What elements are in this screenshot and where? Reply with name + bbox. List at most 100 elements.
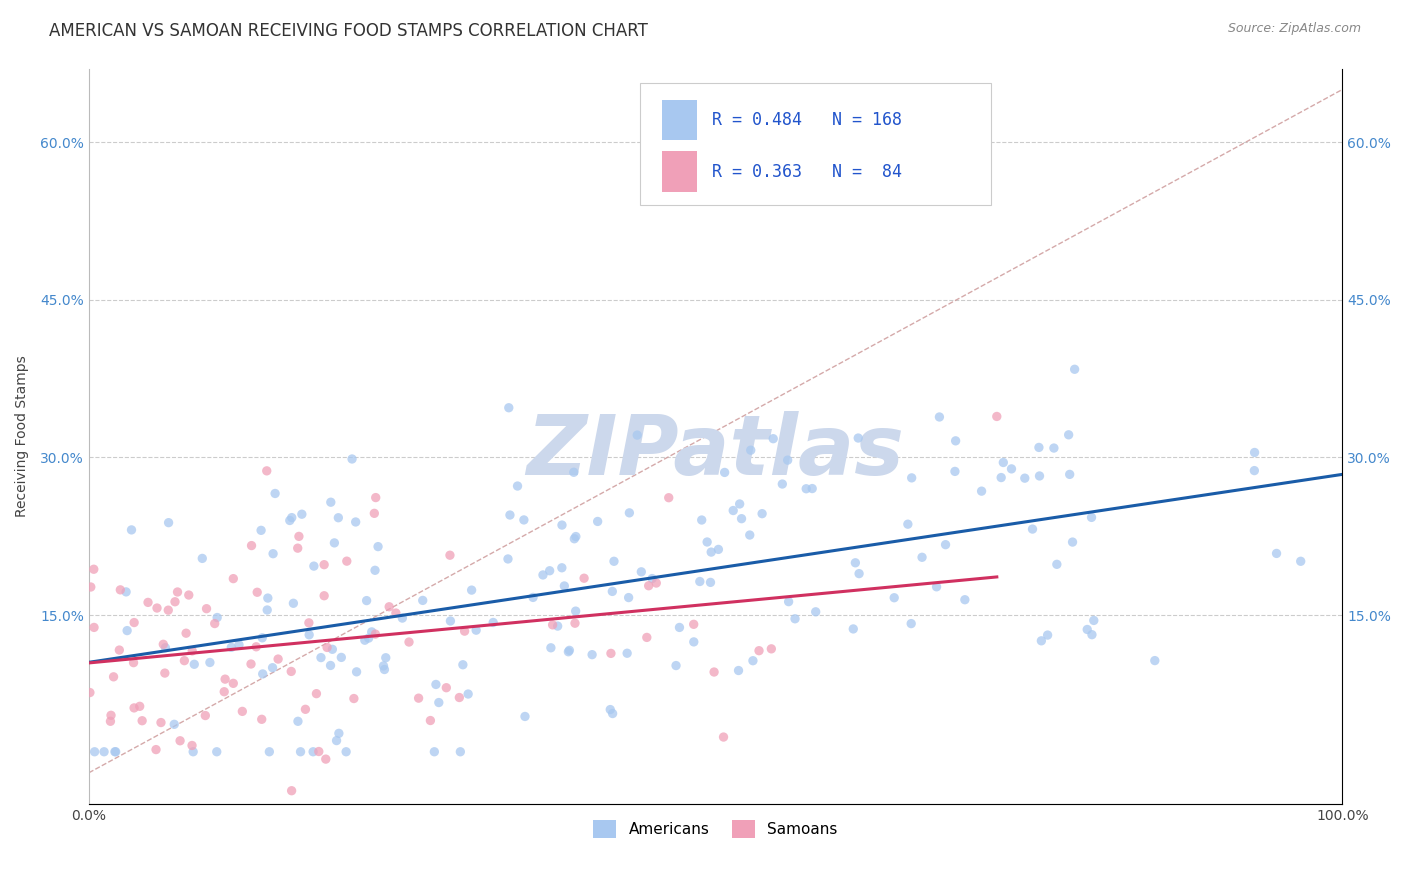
Point [221, 640, 243, 655]
Point [373, 659, 395, 673]
Point [945, 434, 967, 448]
FancyBboxPatch shape [640, 83, 991, 204]
Point [145, 742, 167, 756]
Point [602, 584, 624, 599]
Point [256, 464, 278, 478]
Point [1243, 445, 1265, 459]
Point [181, 644, 204, 658]
Point [522, 591, 544, 605]
Point [240, 657, 263, 671]
Point [451, 657, 474, 672]
Point [742, 654, 765, 668]
Point [157, 603, 180, 617]
Point [572, 571, 595, 585]
Point [122, 656, 145, 670]
Point [700, 545, 723, 559]
Point [115, 585, 138, 599]
Point [194, 708, 217, 723]
Point [460, 583, 482, 598]
Point [281, 510, 304, 524]
Point [287, 714, 309, 729]
Point [169, 733, 191, 747]
Point [183, 657, 205, 672]
Point [1081, 628, 1104, 642]
Point [323, 536, 346, 550]
Point [385, 606, 408, 620]
Point [288, 529, 311, 543]
Point [439, 614, 461, 628]
Point [343, 691, 366, 706]
Point [309, 650, 332, 665]
Point [453, 624, 475, 639]
Point [122, 615, 145, 630]
Point [412, 593, 434, 607]
Point [115, 624, 138, 638]
Point [1080, 510, 1102, 524]
Point [761, 641, 783, 656]
Point [541, 618, 564, 632]
Point [246, 585, 269, 599]
Point [928, 409, 950, 424]
Point [336, 554, 359, 568]
Point [328, 510, 350, 524]
Point [776, 453, 799, 467]
Point [630, 565, 652, 579]
Point [181, 745, 204, 759]
Point [1289, 554, 1312, 568]
Point [181, 739, 204, 753]
Point [1063, 362, 1085, 376]
Point [617, 591, 640, 605]
Point [801, 482, 824, 496]
Point [290, 745, 312, 759]
Point [330, 650, 353, 665]
Point [457, 687, 479, 701]
Point [163, 717, 186, 731]
Point [153, 666, 176, 681]
Point [110, 582, 132, 597]
Point [128, 699, 150, 714]
Point [319, 658, 342, 673]
Point [316, 640, 339, 655]
Point [298, 615, 321, 630]
Point [214, 672, 236, 686]
Point [943, 464, 966, 478]
Point [131, 714, 153, 728]
Point [315, 752, 337, 766]
Point [425, 677, 447, 691]
Point [264, 486, 287, 500]
Point [713, 466, 735, 480]
Point [173, 654, 195, 668]
Point [586, 515, 609, 529]
Point [703, 665, 725, 679]
Point [1031, 633, 1053, 648]
Point [93, 745, 115, 759]
Point [565, 530, 588, 544]
Point [804, 605, 827, 619]
Point [335, 745, 357, 759]
Point [1046, 558, 1069, 572]
Point [783, 612, 806, 626]
Point [146, 601, 169, 615]
Point [240, 539, 263, 553]
Point [83, 562, 105, 576]
Point [378, 599, 401, 614]
Point [848, 566, 870, 581]
Point [100, 708, 122, 723]
Point [344, 515, 367, 529]
Text: AMERICAN VS SAMOAN RECEIVING FOOD STAMPS CORRELATION CHART: AMERICAN VS SAMOAN RECEIVING FOOD STAMPS… [49, 22, 648, 40]
Point [373, 663, 395, 677]
Point [305, 687, 328, 701]
Point [1014, 471, 1036, 485]
Point [1243, 464, 1265, 478]
Point [564, 604, 586, 618]
Point [1057, 427, 1080, 442]
Point [152, 637, 174, 651]
Point [398, 635, 420, 649]
Point [513, 513, 536, 527]
Point [762, 432, 785, 446]
Point [883, 591, 905, 605]
Point [600, 646, 623, 660]
Point [104, 745, 127, 759]
Y-axis label: Receiving Food Stamps: Receiving Food Stamps [15, 356, 30, 517]
Point [231, 705, 253, 719]
